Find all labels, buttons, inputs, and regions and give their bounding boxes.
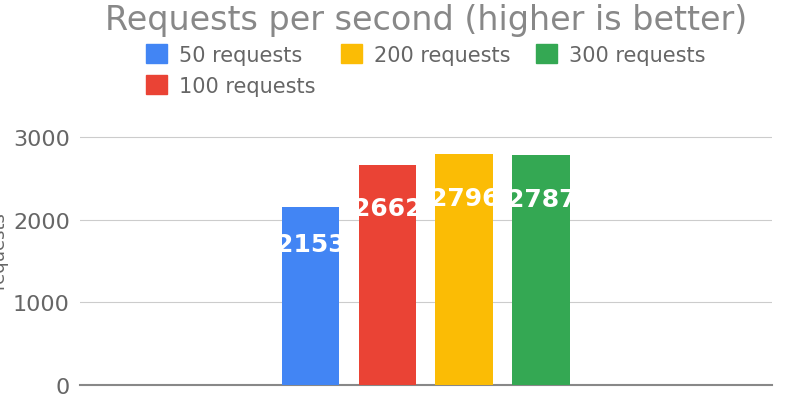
Text: 2153: 2153	[275, 232, 345, 256]
Title: Requests per second (higher is better): Requests per second (higher is better)	[105, 4, 747, 37]
Bar	[513, 156, 570, 385]
Legend: 50 requests, 100 requests, 200 requests, 300 requests: 50 requests, 100 requests, 200 requests,…	[138, 37, 714, 105]
Bar	[282, 208, 339, 385]
Text: 2787: 2787	[506, 188, 576, 211]
Text: 2662: 2662	[353, 196, 422, 220]
Bar	[435, 155, 494, 385]
Bar	[358, 166, 416, 385]
Y-axis label: requests: requests	[0, 210, 7, 288]
Text: 2796: 2796	[430, 187, 499, 211]
